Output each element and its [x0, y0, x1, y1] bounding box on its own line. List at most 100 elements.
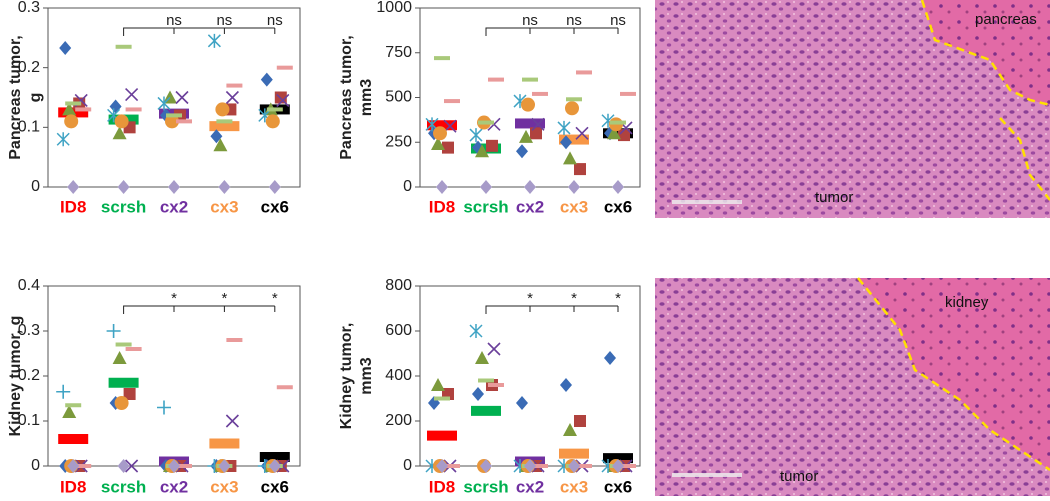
point — [604, 351, 616, 365]
y-tick-label: 0.3 — [18, 0, 40, 16]
x-tick-label: scrsh — [101, 197, 146, 216]
point — [67, 459, 80, 473]
point — [568, 180, 580, 194]
point — [168, 459, 180, 473]
x-tick-label: cx6 — [604, 477, 632, 496]
y-tick-label: 750 — [385, 44, 412, 61]
y-axis-label: Kidney tumor, g — [7, 316, 24, 437]
y-axis-label: Kidney tumor, — [338, 323, 355, 430]
point — [524, 180, 536, 194]
point — [165, 114, 179, 129]
mean-bar — [259, 452, 290, 462]
point — [568, 459, 580, 473]
point — [226, 338, 243, 342]
point — [260, 72, 273, 87]
significance-label: * — [571, 290, 577, 307]
point — [612, 180, 624, 194]
point — [125, 459, 139, 473]
point — [168, 180, 180, 194]
point — [176, 119, 192, 124]
y-tick-label: 800 — [385, 277, 412, 294]
point — [225, 414, 239, 428]
x-tick-label: cx6 — [261, 477, 289, 496]
scale-bar — [672, 200, 742, 204]
y-tick-label: 0.4 — [18, 277, 40, 294]
y-tick-label: 0 — [403, 457, 412, 474]
boundary-line — [857, 277, 1050, 472]
x-tick-label: ID8 — [429, 197, 455, 216]
y-axis-label: mm3 — [358, 79, 375, 116]
point — [487, 342, 501, 356]
point — [56, 384, 71, 399]
point — [431, 137, 445, 151]
point — [125, 107, 142, 112]
point — [436, 459, 448, 473]
point — [64, 114, 79, 129]
image-label: kidney — [945, 294, 989, 311]
x-tick-label: ID8 — [429, 477, 455, 496]
point — [65, 403, 82, 408]
point — [434, 396, 450, 401]
chart: 0 0.1 0.2 0.3 0.4 Kidney tumor, g ID8 scrsh cx2 c… — [7, 277, 301, 496]
significance-bracket — [123, 305, 275, 314]
y-axis-label: Pancreas tumor, — [7, 35, 24, 160]
significance-label: ns — [566, 12, 582, 29]
point — [157, 96, 171, 111]
point — [516, 144, 528, 159]
point — [575, 126, 589, 140]
x-tick-label: cx6 — [604, 197, 632, 216]
point — [216, 119, 233, 124]
point — [266, 107, 283, 112]
significance-label: ns — [610, 12, 626, 29]
point — [434, 56, 450, 61]
y-tick-label: 500 — [385, 89, 412, 106]
y-tick-label: 0.2 — [18, 367, 40, 384]
point — [436, 180, 448, 194]
point — [574, 415, 586, 427]
y-tick-label: 0.3 — [18, 322, 40, 339]
point — [431, 378, 445, 391]
point — [176, 464, 192, 468]
point — [612, 459, 624, 473]
significance-label: ns — [522, 12, 538, 29]
point — [610, 120, 626, 125]
point — [576, 464, 592, 468]
point — [59, 40, 72, 55]
y-tick-label: 200 — [385, 412, 412, 429]
image-label: tumor — [780, 468, 818, 485]
point — [475, 144, 489, 158]
chart: 0 0.1 0.2 0.3 Pancreas tumor, g ID8 scrsh cx2 cx3… — [7, 0, 301, 216]
point — [532, 464, 548, 468]
point — [276, 385, 293, 390]
plot-frame — [47, 7, 301, 188]
point — [75, 464, 92, 468]
histology-pancreas: pancreas tumor — [655, 0, 1050, 218]
y-axis-label: mm3 — [358, 357, 375, 394]
point — [488, 383, 504, 387]
point — [75, 107, 92, 112]
point — [123, 388, 136, 400]
point — [67, 180, 80, 194]
point — [516, 396, 528, 410]
mean-bar — [559, 134, 589, 145]
point — [268, 180, 281, 194]
point — [265, 114, 280, 129]
point — [444, 464, 460, 468]
point — [478, 120, 494, 125]
point — [488, 77, 504, 82]
y-axis-label: g — [27, 93, 44, 103]
point — [276, 65, 293, 70]
y-axis-label: Pancreas tumor, — [338, 35, 355, 160]
y-tick-label: 0 — [31, 457, 40, 474]
significance-bracket — [123, 27, 275, 36]
point — [115, 44, 132, 49]
point — [478, 378, 494, 383]
point — [268, 459, 281, 473]
point — [117, 459, 130, 473]
point — [480, 180, 492, 194]
point — [213, 138, 228, 152]
chart: 0 250 500 750 1000 Pancreas tumor, mm3 ID8 scrsh… — [338, 0, 641, 216]
image-label: tumor — [815, 189, 853, 206]
x-tick-label: cx6 — [261, 197, 289, 216]
